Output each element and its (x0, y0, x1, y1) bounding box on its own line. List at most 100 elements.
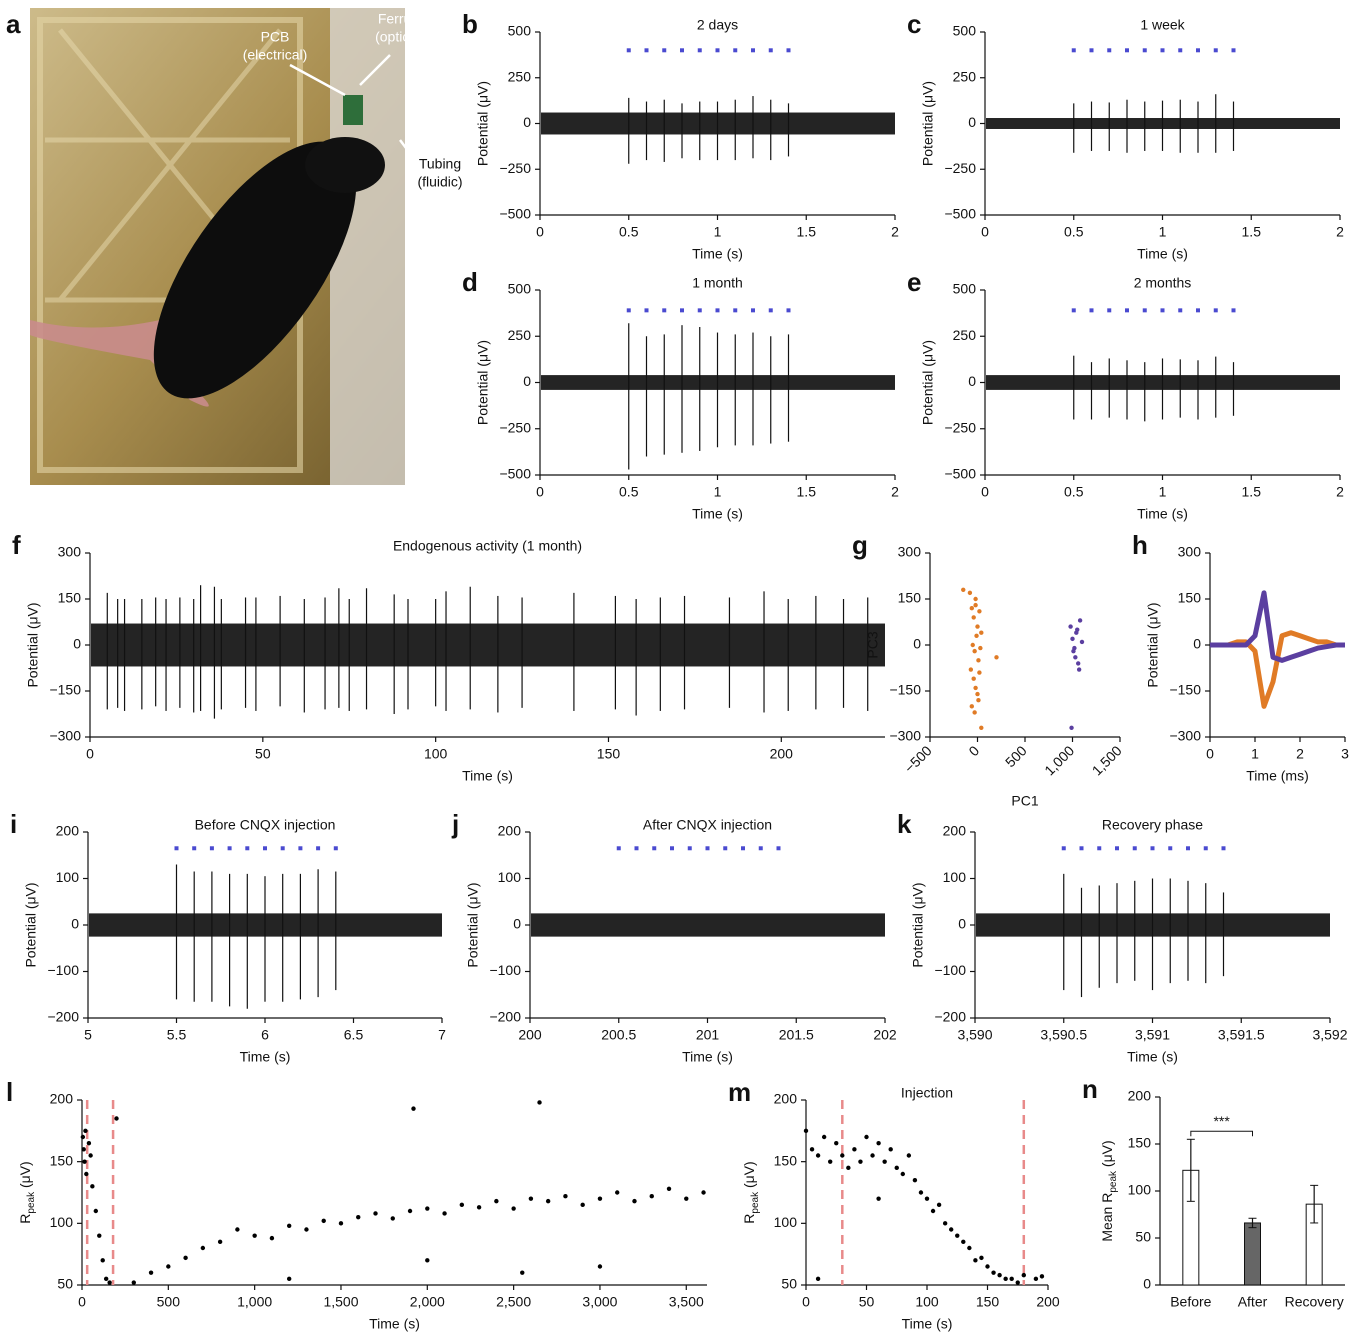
stimulus-marker (616, 846, 621, 851)
point (90, 1184, 95, 1189)
point (114, 1116, 119, 1121)
y-tick-label: −100 (934, 962, 966, 978)
x-tick-label: Before (1170, 1294, 1211, 1310)
point (828, 1159, 833, 1164)
x-axis-label: Time (s) (462, 768, 513, 784)
point (1009, 1276, 1014, 1282)
panel-letter: f (12, 530, 21, 560)
x-tick-label: 1 (1159, 484, 1167, 500)
noise-band (91, 623, 885, 667)
point (976, 698, 981, 703)
y-tick-label: −300 (49, 728, 81, 744)
point (994, 655, 999, 660)
x-tick-label: 1,500 (323, 1294, 358, 1310)
point (979, 1255, 984, 1261)
point (666, 1186, 672, 1192)
photo-label: (optical) (375, 29, 425, 45)
y-tick-label: 0 (523, 114, 531, 130)
y-tick-label: −300 (889, 728, 921, 744)
stimulus-marker (680, 48, 684, 53)
y-tick-label: −300 (1169, 728, 1201, 744)
point (1071, 648, 1076, 654)
panel-letter: n (1082, 1074, 1098, 1104)
point (815, 1153, 821, 1158)
point (972, 710, 977, 715)
panel: j After CNQX injection −200 −100 0 100 200 200 2… (451, 809, 897, 1065)
point (906, 1153, 912, 1158)
point (973, 596, 978, 602)
y-tick-label: 250 (953, 327, 977, 343)
x-tick-label: 201 (696, 1027, 720, 1043)
y-tick-label: 500 (508, 281, 532, 297)
point (103, 1276, 109, 1282)
point (338, 1221, 344, 1226)
mouse-head (305, 137, 385, 193)
stimulus-marker (1213, 308, 1218, 313)
y-axis-label-part: peak (750, 1191, 761, 1214)
point (701, 1190, 706, 1195)
x-tick-label: −500 (901, 742, 935, 776)
point (971, 615, 976, 620)
stimulus-marker (1178, 48, 1183, 53)
photo (30, 8, 416, 485)
x-tick-label: 50 (255, 746, 271, 762)
point (979, 725, 984, 730)
panel-letter: d (462, 267, 478, 297)
x-tick-label: 2 (891, 224, 899, 240)
x-tick-label: 100 (915, 1294, 939, 1310)
point (684, 1196, 689, 1201)
photo-label: PCB (261, 29, 290, 45)
y-tick-label: 150 (774, 1152, 798, 1168)
point (930, 1208, 936, 1214)
point (1076, 667, 1082, 672)
stimulus-marker (1196, 48, 1200, 53)
y-tick-label: 0 (71, 916, 79, 932)
point (97, 1233, 102, 1238)
stimulus-marker (768, 308, 773, 313)
point (597, 1264, 603, 1269)
point (969, 704, 974, 709)
point (83, 1128, 88, 1134)
x-tick-label: 150 (976, 1294, 1000, 1310)
x-tick-label: 3,591.5 (1218, 1027, 1265, 1043)
waveform (1210, 590, 1345, 663)
y-tick-label: −250 (499, 160, 531, 176)
point (1003, 1276, 1008, 1282)
point (834, 1140, 839, 1146)
stimulus-marker (670, 846, 674, 851)
x-tick-label: 1,500 (1089, 742, 1125, 778)
point (494, 1198, 499, 1204)
y-tick-label: −500 (499, 466, 531, 482)
stimulus-marker (192, 846, 197, 851)
point (321, 1218, 326, 1224)
point (269, 1235, 275, 1241)
point (425, 1258, 430, 1263)
stimulus-marker (680, 308, 684, 313)
y-tick-label: 300 (898, 544, 922, 560)
point (979, 630, 984, 635)
stimulus-marker (626, 48, 631, 53)
point (942, 1221, 948, 1226)
y-tick-label: 300 (1178, 544, 1202, 560)
x-tick-label: 0.5 (619, 484, 639, 500)
y-tick-label: 0 (1193, 636, 1201, 652)
x-tick-label: Recovery (1285, 1294, 1344, 1310)
photo-label: Tubing (419, 156, 461, 172)
x-axis-label: Time (s) (1137, 246, 1188, 262)
point (803, 1128, 809, 1134)
y-axis-label: Potential (μV) (920, 81, 936, 166)
stimulus-marker (1071, 308, 1076, 313)
y-axis-label-part: Mean R (1099, 1193, 1115, 1242)
y-tick-label: 250 (508, 327, 532, 343)
stimulus-marker (644, 48, 649, 53)
y-tick-label: −100 (489, 962, 521, 978)
point (545, 1198, 551, 1204)
y-tick-label: −250 (499, 419, 531, 435)
stimulus-marker (776, 846, 781, 851)
point (511, 1206, 516, 1211)
x-tick-label: 2,500 (496, 1294, 531, 1310)
stimulus-marker (662, 308, 667, 313)
stimulus-marker (1221, 846, 1226, 851)
x-tick-label: 2 (1296, 746, 1304, 762)
panel-letter: b (462, 9, 478, 39)
